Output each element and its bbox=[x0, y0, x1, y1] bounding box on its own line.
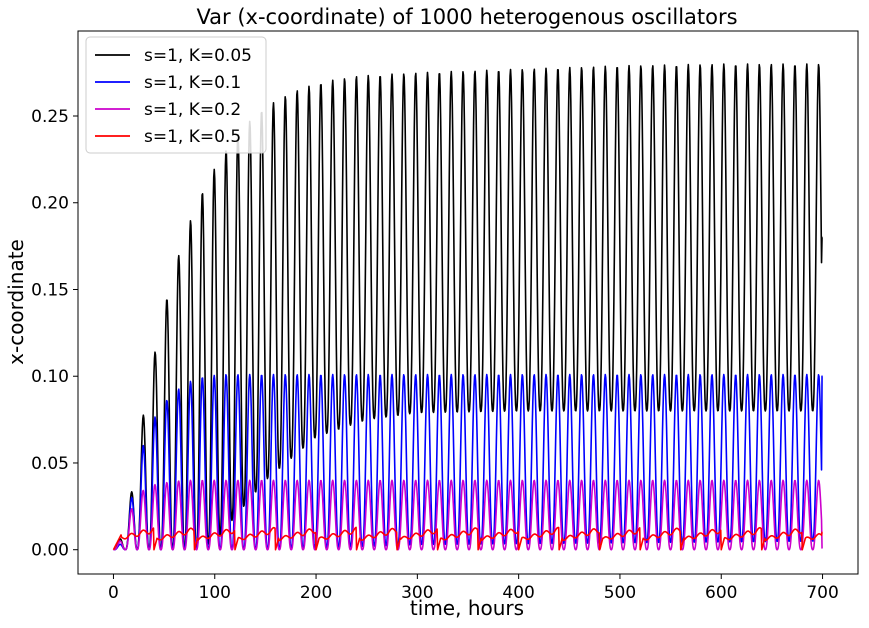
x-tick-label: 100 bbox=[199, 583, 231, 603]
legend-label: s=1, K=0.05 bbox=[144, 46, 252, 66]
x-axis-label: time, hours bbox=[410, 596, 524, 620]
legend-box bbox=[85, 36, 267, 154]
legend-label: s=1, K=0.2 bbox=[144, 100, 241, 120]
y-tick-label: 0.10 bbox=[31, 367, 69, 387]
x-tick-label: 300 bbox=[401, 583, 433, 603]
y-axis-label: x-coordinate bbox=[4, 239, 28, 365]
series-line-4 bbox=[112, 526, 823, 551]
chart-title: Var (x-coordinate) of 1000 heterogenous … bbox=[196, 5, 737, 29]
plot-frame bbox=[77, 30, 859, 575]
x-tick-label: 0 bbox=[108, 583, 119, 603]
x-axis: 0 100 200 300 400 500 600 700 bbox=[108, 574, 839, 603]
x-tick-label: 400 bbox=[502, 583, 534, 603]
legend-label: s=1, K=0.5 bbox=[144, 127, 241, 147]
x-tick-label: 200 bbox=[300, 583, 332, 603]
x-tick-label: 600 bbox=[705, 583, 737, 603]
x-tick-label: 700 bbox=[806, 583, 838, 603]
y-tick-label: 0.00 bbox=[31, 541, 69, 561]
y-tick-label: 0.25 bbox=[31, 107, 69, 127]
y-tick-label: 0.15 bbox=[31, 280, 69, 300]
y-axis: 0.00 0.05 0.10 0.15 0.20 0.25 bbox=[31, 107, 78, 561]
legend: s=1, K=0.05 s=1, K=0.1 s=1, K=0.2 s=1, K=0.… bbox=[85, 36, 267, 154]
legend-label: s=1, K=0.1 bbox=[144, 73, 241, 93]
y-tick-label: 0.20 bbox=[31, 194, 69, 214]
x-tick-label: 500 bbox=[604, 583, 636, 603]
series-layer bbox=[112, 63, 823, 551]
series-line-1 bbox=[113, 63, 823, 551]
y-tick-label: 0.05 bbox=[31, 454, 69, 474]
series-line-3 bbox=[113, 479, 823, 551]
